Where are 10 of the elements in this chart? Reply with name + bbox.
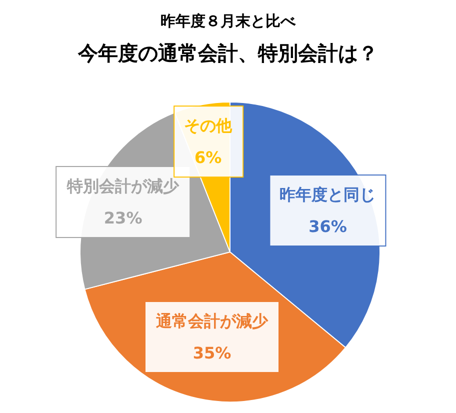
slice-label: その他 — [184, 116, 234, 136]
data-label: 36% — [308, 217, 347, 236]
slice-label: 特別会計が減少 — [66, 176, 180, 196]
slice-label: 通常会計が減少 — [155, 312, 270, 331]
slice-label: 昨年度と同じ — [280, 185, 376, 204]
chart-subtitle: 昨年度８月末と比べ — [160, 12, 296, 30]
data-label: 6% — [194, 148, 222, 168]
chart-title: 今年度の通常会計、特別会計は？ — [77, 41, 378, 65]
data-label: 23% — [104, 208, 142, 228]
data-label: 35% — [192, 344, 232, 363]
